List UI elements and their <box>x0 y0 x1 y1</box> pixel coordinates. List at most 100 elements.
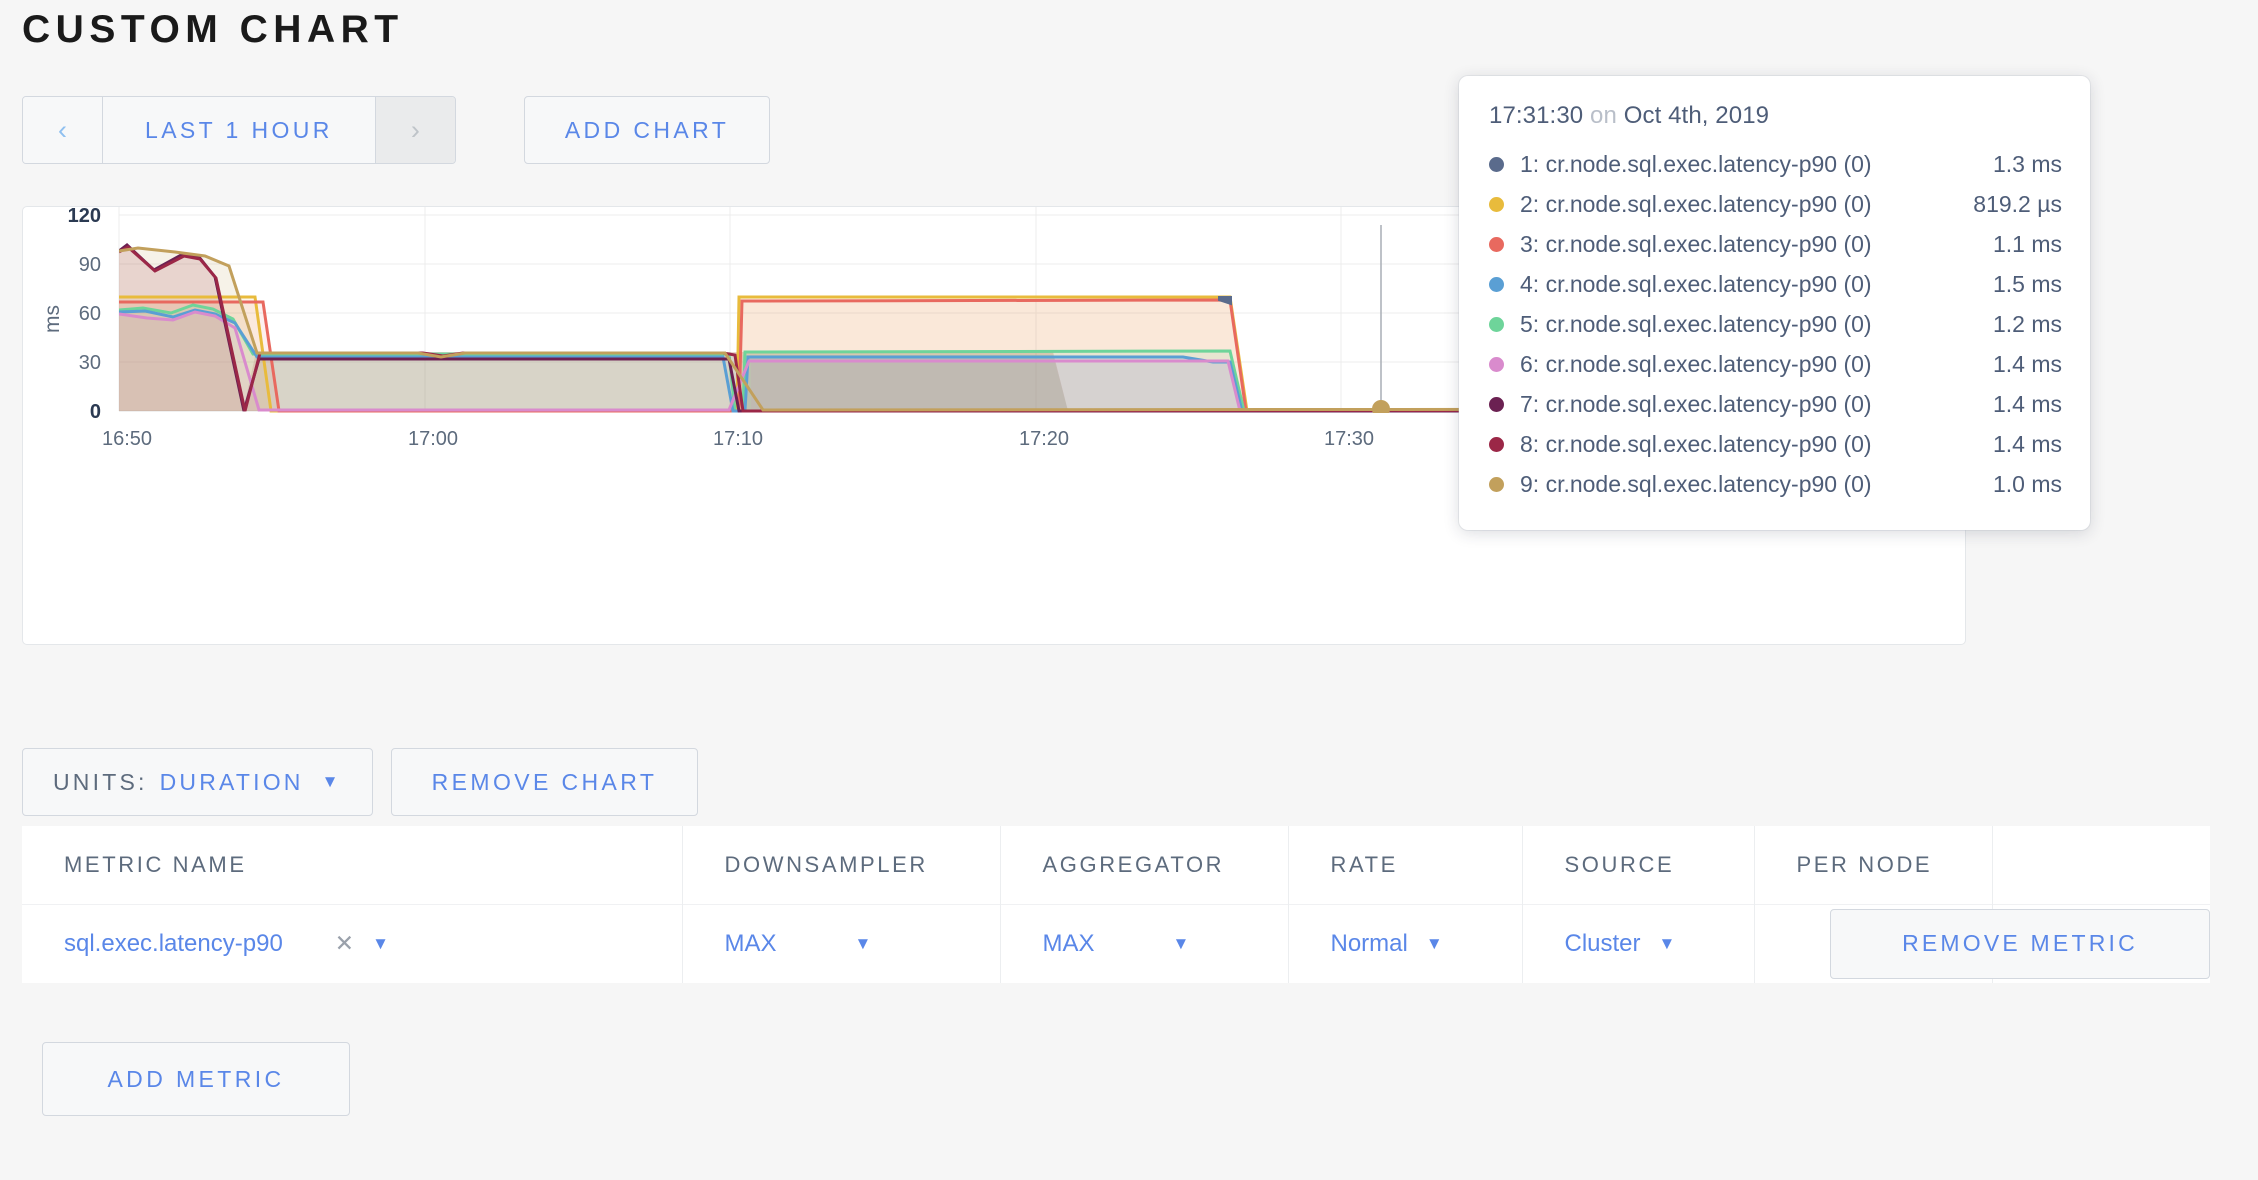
tooltip-timestamp: 17:31:30 on Oct 4th, 2019 <box>1489 102 2062 130</box>
series-6-area-mid <box>751 361 1241 411</box>
chevron-right-icon[interactable]: › <box>374 97 455 163</box>
add-chart-button[interactable]: Add Chart <box>523 96 771 164</box>
series-color-dot-icon <box>1489 196 1504 212</box>
column-metric-name: Metric Name <box>22 826 683 905</box>
source-value[interactable]: Cluster <box>1564 929 1641 957</box>
series-6-line <box>119 310 1907 413</box>
svg-text:17:30: 17:30 <box>1324 428 1374 450</box>
tooltip-series-name: 5: cr.node.sql.exec.latency-p90 (0) <box>1520 310 1872 337</box>
chart-y-tick-labels: 120 90 60 30 0 <box>68 207 101 423</box>
aggregator-caret-down-icon[interactable]: ▼ <box>1172 933 1190 953</box>
tooltip-series-value: 1.4 ms <box>1992 390 2062 417</box>
tooltip-row: 9: cr.node.sql.exec.latency-p90 (0) 1.0 m… <box>1489 464 2062 504</box>
cell-aggregator: MAX ▼ <box>1000 904 1289 983</box>
series-color-dot-icon <box>1489 316 1504 332</box>
tooltip-series-value: 819.2 µs <box>1973 190 2062 217</box>
svg-text:120: 120 <box>68 207 101 227</box>
aggregator-value[interactable]: MAX <box>1042 929 1095 957</box>
svg-text:30: 30 <box>79 352 101 374</box>
tooltip-series-value: 1.0 ms <box>1992 470 2062 497</box>
series-4-area-mid <box>747 357 1243 411</box>
metric-name-caret-down-icon[interactable]: ▼ <box>372 933 389 953</box>
svg-text:60: 60 <box>79 303 101 325</box>
tooltip-row: 6: cr.node.sql.exec.latency-p90 (0) 1.4 m… <box>1489 344 2062 384</box>
tooltip-row: 3: cr.node.sql.exec.latency-p90 (0) 1.1 m… <box>1489 224 2062 264</box>
caret-down-icon: ▼ <box>321 772 342 791</box>
series-color-dot-icon <box>1489 436 1504 452</box>
cell-metric-name: sql.exec.latency-p90 ✕ ▼ <box>22 904 683 983</box>
tooltip-row: 5: cr.node.sql.exec.latency-p90 (0) 1.2 m… <box>1489 304 2062 344</box>
series-2-area-mid <box>738 297 1248 411</box>
chart-cursor-marker <box>1372 400 1390 413</box>
remove-chart-button[interactable]: Remove Chart <box>390 748 699 816</box>
toolbar: ‹ Last 1 Hour › Add Chart <box>22 96 771 164</box>
tooltip-row: 8: cr.node.sql.exec.latency-p90 (0) 1.4 m… <box>1489 424 2062 464</box>
tooltip-series-value: 1.3 ms <box>1992 150 2062 177</box>
cell-rate: Normal ▼ <box>1288 904 1523 983</box>
metrics-line-chart[interactable]: 120 90 60 30 0 ms 16:50 17:00 17:10 17:2… <box>23 207 1967 646</box>
rate-value[interactable]: Normal <box>1330 929 1408 957</box>
svg-text:0: 0 <box>90 401 101 423</box>
cell-downsampler: MAX ▼ <box>682 904 1001 983</box>
series-color-dot-icon <box>1489 356 1504 372</box>
svg-text:17:00: 17:00 <box>408 428 458 450</box>
series-8-area <box>119 247 1907 411</box>
svg-text:90: 90 <box>79 254 101 276</box>
tooltip-series-value: 1.2 ms <box>1992 310 2062 337</box>
column-downsampler: Downsampler <box>682 826 1001 905</box>
chevron-left-icon[interactable]: ‹ <box>23 97 103 163</box>
units-value: Duration <box>159 768 304 795</box>
tooltip-series-name: 1: cr.node.sql.exec.latency-p90 (0) <box>1520 150 1872 177</box>
source-caret-down-icon[interactable]: ▼ <box>1658 933 1676 953</box>
metric-table: Metric Name Downsampler Aggregator Rate … <box>22 826 2210 983</box>
series-color-dot-icon <box>1489 236 1504 252</box>
tooltip-row: 1: cr.node.sql.exec.latency-p90 (0) 1.3 m… <box>1489 144 2062 184</box>
tooltip-series-name: 9: cr.node.sql.exec.latency-p90 (0) <box>1520 470 1872 497</box>
tooltip-series-name: 6: cr.node.sql.exec.latency-p90 (0) <box>1520 350 1872 377</box>
time-range-label[interactable]: Last 1 Hour <box>145 116 333 143</box>
svg-text:16:50: 16:50 <box>102 428 152 450</box>
close-x-icon[interactable]: ✕ <box>334 930 355 957</box>
series-9-area <box>119 248 1907 411</box>
add-metric-button[interactable]: Add Metric <box>42 1042 350 1116</box>
column-aggregator: Aggregator <box>1000 826 1289 905</box>
column-per-node: Per Node <box>1754 826 1993 905</box>
metric-table-head: Metric Name Downsampler Aggregator Rate … <box>22 826 2210 905</box>
tooltip-series-name: 2: cr.node.sql.exec.latency-p90 (0) <box>1520 190 1872 217</box>
chart-tooltip: 17:31:30 on Oct 4th, 2019 1: cr.node.sql… <box>1459 76 2090 530</box>
series-5-area-mid <box>743 351 1245 411</box>
tooltip-row: 2: cr.node.sql.exec.latency-p90 (0) 819.2… <box>1489 184 2062 224</box>
cell-actions: Remove Metric <box>1830 904 2210 983</box>
tooltip-series-value: 1.4 ms <box>1992 430 2062 457</box>
tooltip-series-value: 1.5 ms <box>1992 270 2062 297</box>
tooltip-rows: 1: cr.node.sql.exec.latency-p90 (0) 1.3 m… <box>1489 144 2062 504</box>
column-source: Source <box>1522 826 1755 905</box>
metric-table-header-row: Metric Name Downsampler Aggregator Rate … <box>22 826 2210 905</box>
downsampler-caret-down-icon[interactable]: ▼ <box>854 933 872 953</box>
tooltip-date: Oct 4th, 2019 <box>1623 102 1770 129</box>
tooltip-series-name: 3: cr.node.sql.exec.latency-p90 (0) <box>1520 230 1872 257</box>
downsampler-value[interactable]: MAX <box>724 929 777 957</box>
table-row: sql.exec.latency-p90 ✕ ▼ MAX ▼ MAX ▼ <box>22 904 2210 983</box>
remove-metric-button[interactable]: Remove Metric <box>1830 908 2210 979</box>
tooltip-on-word: on <box>1590 102 1617 129</box>
time-range-group: ‹ Last 1 Hour › <box>22 96 456 164</box>
series-color-dot-icon <box>1489 276 1504 292</box>
series-color-dot-icon <box>1489 476 1504 492</box>
svg-text:17:10: 17:10 <box>713 428 763 450</box>
series-9-line <box>119 246 1907 412</box>
column-actions <box>1992 826 2210 905</box>
series-color-dot-icon <box>1489 156 1504 172</box>
rate-caret-down-icon[interactable]: ▼ <box>1425 933 1443 953</box>
column-rate: Rate <box>1288 826 1523 905</box>
units-label: Units: <box>53 768 148 795</box>
units-dropdown[interactable]: Units: Duration ▼ <box>22 748 373 816</box>
tooltip-series-name: 4: cr.node.sql.exec.latency-p90 (0) <box>1520 270 1872 297</box>
tooltip-row: 4: cr.node.sql.exec.latency-p90 (0) 1.5 m… <box>1489 264 2062 304</box>
tooltip-time: 17:31:30 <box>1489 102 1584 129</box>
svg-text:17:20: 17:20 <box>1019 428 1069 450</box>
metric-name-value[interactable]: sql.exec.latency-p90 <box>64 929 283 957</box>
tooltip-series-name: 7: cr.node.sql.exec.latency-p90 (0) <box>1520 390 1872 417</box>
tooltip-series-value: 1.1 ms <box>1992 230 2062 257</box>
